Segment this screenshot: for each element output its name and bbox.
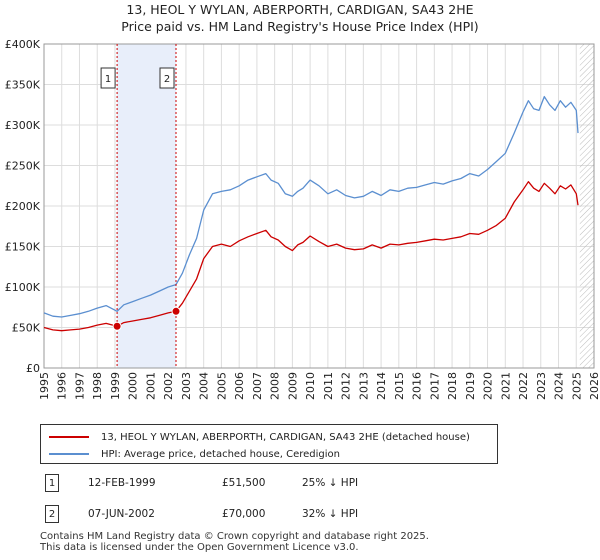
x-tick-label: 2026 — [588, 372, 600, 400]
y-tick-label: £250K — [5, 160, 41, 173]
price-chart: £0 £50K £100K £150K £200K £250K £300K £350K £400… — [5, 38, 600, 400]
x-tick-label: 1998 — [91, 372, 104, 400]
y-tick-label: £100K — [5, 281, 41, 294]
transaction-row: 2 07-JUN-2002 £70,000 32% ↓ HPI — [40, 505, 560, 525]
legend-label-hpi: HPI: Average price, detached house, Cere… — [101, 448, 340, 460]
y-tick-label: £350K — [5, 79, 41, 92]
legend-item-hpi: HPI: Average price, detached house, Cere… — [49, 446, 340, 462]
x-tick-label: 2014 — [375, 372, 388, 400]
x-tick-label: 1997 — [73, 372, 86, 400]
y-tick-label: £50K — [12, 322, 41, 335]
x-tick-label: 2013 — [357, 372, 370, 400]
shaded-region — [117, 44, 176, 368]
transaction-row: 1 12-FEB-1999 £51,500 25% ↓ HPI — [40, 474, 560, 494]
chart-legend: 13, HEOL Y WYLAN, ABERPORTH, CARDIGAN, S… — [40, 424, 498, 464]
x-tick-label: 1999 — [109, 372, 122, 400]
y-tick-label: £400K — [5, 38, 41, 51]
x-tick-label: 2003 — [180, 372, 193, 400]
x-tick-label: 2015 — [393, 372, 406, 400]
footer: Contains HM Land Registry data © Crown c… — [40, 531, 429, 553]
footer-licence: This data is licensed under the Open Gov… — [40, 542, 359, 553]
x-tick-label: 2021 — [499, 372, 512, 400]
chart-subtitle: Price paid vs. HM Land Registry's House … — [121, 19, 479, 34]
x-tick-label: 2002 — [162, 372, 175, 400]
x-tick-label: 2019 — [464, 372, 477, 400]
transaction-date: 07-JUN-2002 — [88, 508, 155, 520]
x-tick-label: 2000 — [127, 372, 140, 400]
transaction-number: 2 — [45, 505, 59, 523]
marker-label: 1 — [105, 74, 111, 85]
x-tick-label: 2017 — [428, 372, 441, 400]
sale-point — [112, 321, 122, 331]
x-tick-label: 2020 — [482, 372, 495, 400]
y-tick-label: £150K — [5, 241, 41, 254]
legend-item-price-paid: 13, HEOL Y WYLAN, ABERPORTH, CARDIGAN, S… — [49, 429, 470, 445]
plot-border — [43, 43, 595, 369]
chart-title: 13, HEOL Y WYLAN, ABERPORTH, CARDIGAN, S… — [126, 2, 474, 17]
x-tick-label: 2011 — [322, 372, 335, 400]
transaction-price: £51,500 — [222, 477, 266, 489]
y-tick-label: £300K — [5, 119, 41, 132]
x-tick-label: 1995 — [38, 372, 51, 400]
transaction-number: 1 — [45, 474, 59, 492]
x-tick-label: 2023 — [535, 372, 548, 400]
x-tick-label: 2004 — [198, 372, 211, 400]
x-tick-label: 2007 — [251, 372, 264, 400]
x-tick-label: 2005 — [215, 372, 228, 400]
transaction-price: £70,000 — [222, 508, 266, 520]
marker-label: 2 — [164, 74, 170, 85]
x-tick-label: 2001 — [144, 372, 157, 400]
marker-box — [159, 67, 175, 89]
transaction-hpi-diff: 32% ↓ HPI — [302, 508, 359, 520]
y-tick-label: £0 — [26, 362, 40, 375]
x-tick-label: 2008 — [269, 372, 282, 400]
future-hatch-region — [579, 44, 594, 368]
x-tick-label: 1996 — [56, 372, 69, 400]
x-tick-label: 2012 — [340, 372, 353, 400]
price-paid-line — [43, 181, 579, 332]
y-tick-label: £200K — [5, 200, 41, 213]
sale-point — [171, 306, 181, 316]
hpi-line — [43, 95, 579, 318]
transaction-date: 12-FEB-1999 — [88, 477, 156, 489]
x-tick-label: 2010 — [304, 372, 317, 400]
legend-swatch-price-paid — [49, 436, 89, 438]
x-tick-label: 2024 — [553, 372, 566, 400]
x-tick-label: 2016 — [411, 372, 424, 400]
x-tick-label: 2006 — [233, 372, 246, 400]
x-tick-label: 2025 — [570, 372, 583, 400]
transaction-hpi-diff: 25% ↓ HPI — [302, 477, 359, 489]
x-tick-label: 2022 — [517, 372, 530, 400]
legend-label-price-paid: 13, HEOL Y WYLAN, ABERPORTH, CARDIGAN, S… — [101, 431, 470, 443]
x-tick-label: 2018 — [446, 372, 459, 400]
footer-copyright: Contains HM Land Registry data © Crown c… — [40, 531, 429, 542]
x-tick-label: 2009 — [286, 372, 299, 400]
marker-box — [100, 67, 116, 89]
legend-swatch-hpi — [49, 453, 89, 455]
